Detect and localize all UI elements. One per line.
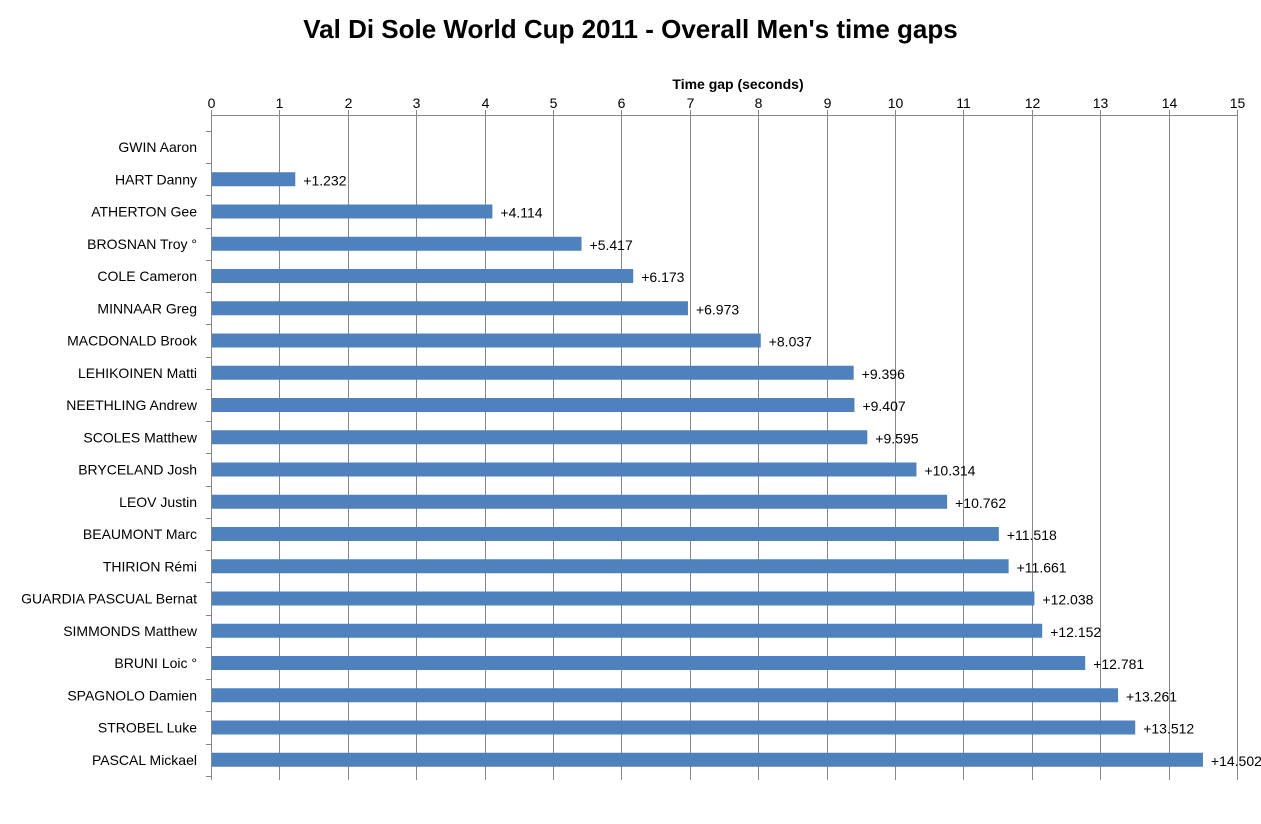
- category-label: BEAUMONT Marc: [83, 526, 197, 542]
- data-label: +6.173: [641, 269, 684, 285]
- category-label: BRYCELAND Josh: [78, 462, 197, 478]
- data-label: +14.502: [1211, 753, 1261, 769]
- x-tick-label: 1: [276, 95, 284, 111]
- x-tick-label: 3: [413, 95, 421, 111]
- x-tick-label: 12: [1025, 95, 1041, 111]
- x-tick-label: 5: [550, 95, 558, 111]
- category-label: BRUNI Loic °: [114, 655, 197, 671]
- bar: [212, 236, 582, 251]
- data-label: +10.314: [924, 463, 975, 479]
- category-label: MINNAAR Greg: [97, 300, 197, 316]
- data-label: +12.152: [1050, 624, 1101, 640]
- bar: [212, 269, 634, 283]
- bars: +1.232 +4.114 +5.417 +6.173 +6.973 +8.037 +9.3…: [212, 172, 1261, 769]
- category-label: GUARDIA PASCUAL Bernat: [21, 591, 197, 607]
- bar: [212, 462, 917, 477]
- bar: [212, 559, 1009, 574]
- category-label: LEHIKOINEN Matti: [78, 365, 197, 381]
- category-label: LEOV Justin: [119, 494, 197, 510]
- bar: [212, 688, 1119, 703]
- bar: [212, 720, 1136, 735]
- bar: [212, 204, 493, 219]
- x-tick-label: 7: [687, 95, 695, 111]
- category-label: HART Danny: [115, 171, 197, 187]
- x-tick-label: 13: [1093, 95, 1109, 111]
- bar: [212, 172, 296, 187]
- data-label: +5.417: [590, 237, 633, 253]
- data-label: +6.973: [696, 301, 739, 317]
- bar: [212, 527, 999, 541]
- data-label: +10.762: [955, 495, 1006, 511]
- category-label: MACDONALD Brook: [67, 333, 198, 349]
- bar: [212, 398, 855, 412]
- data-label: +9.407: [862, 398, 905, 414]
- category-label: STROBEL Luke: [98, 720, 197, 736]
- bar: [212, 365, 854, 380]
- data-label: +11.661: [1017, 559, 1067, 575]
- category-label: NEETHLING Andrew: [66, 397, 198, 413]
- bar: [212, 591, 1035, 606]
- data-label: +13.261: [1126, 688, 1177, 704]
- category-label: SIMMONDS Matthew: [63, 623, 198, 639]
- x-axis-title: Time gap (seconds): [672, 76, 803, 92]
- x-tick-label: 2: [345, 95, 353, 111]
- category-label: SPAGNOLO Damien: [67, 687, 197, 703]
- bar: [212, 333, 761, 348]
- data-label: +12.038: [1042, 592, 1093, 608]
- x-tick-label: 8: [755, 95, 763, 111]
- category-label: THIRION Rémi: [103, 558, 197, 574]
- data-label: +11.518: [1007, 527, 1057, 543]
- category-label: ATHERTON Gee: [91, 204, 197, 220]
- data-label: +4.114: [500, 205, 542, 221]
- x-tick-label: 9: [824, 95, 832, 111]
- bar: [212, 623, 1043, 638]
- category-label: SCOLES Matthew: [83, 429, 197, 445]
- category-label: COLE Cameron: [97, 268, 197, 284]
- x-tick-label: 11: [956, 95, 971, 111]
- bar: [212, 430, 868, 445]
- x-tick-label: 6: [618, 95, 626, 111]
- category-label: BROSNAN Troy °: [87, 236, 197, 252]
- data-label: +12.781: [1093, 656, 1144, 672]
- data-label: +8.037: [769, 334, 812, 350]
- bar: [212, 494, 948, 509]
- x-tick-label: 10: [888, 95, 904, 111]
- x-tick-label: 14: [1162, 95, 1178, 111]
- x-tick-label: 15: [1230, 95, 1246, 111]
- chart-title: Val Di Sole World Cup 2011 - Overall Men…: [303, 14, 958, 44]
- data-label: +9.595: [875, 430, 918, 446]
- data-label: +13.512: [1143, 721, 1194, 737]
- x-tick-label: 0: [208, 95, 216, 111]
- data-label: +9.396: [862, 366, 905, 382]
- bar: [212, 752, 1203, 767]
- data-label: +1.232: [303, 172, 346, 188]
- x-tick-label: 4: [482, 95, 490, 111]
- bar: [212, 301, 688, 316]
- bar: [212, 656, 1086, 670]
- category-label: GWIN Aaron: [118, 139, 197, 155]
- category-label: PASCAL Mickael: [92, 752, 197, 768]
